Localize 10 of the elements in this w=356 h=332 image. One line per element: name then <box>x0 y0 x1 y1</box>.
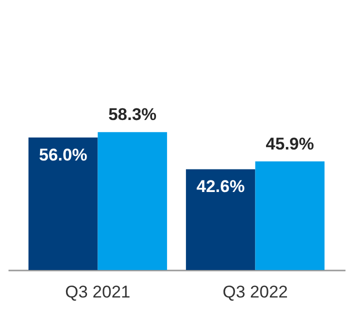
data-label: 45.9% <box>266 134 314 154</box>
x-tick-label: Q3 2021 <box>65 282 130 302</box>
x-tick-label: Q3 2022 <box>222 282 288 302</box>
data-label: 56.0% <box>39 146 88 165</box>
bar <box>255 161 325 270</box>
bar <box>98 132 168 270</box>
bar <box>186 169 256 270</box>
bar <box>28 138 98 270</box>
data-label: 58.3% <box>108 105 157 124</box>
data-label: 42.6% <box>196 177 245 196</box>
